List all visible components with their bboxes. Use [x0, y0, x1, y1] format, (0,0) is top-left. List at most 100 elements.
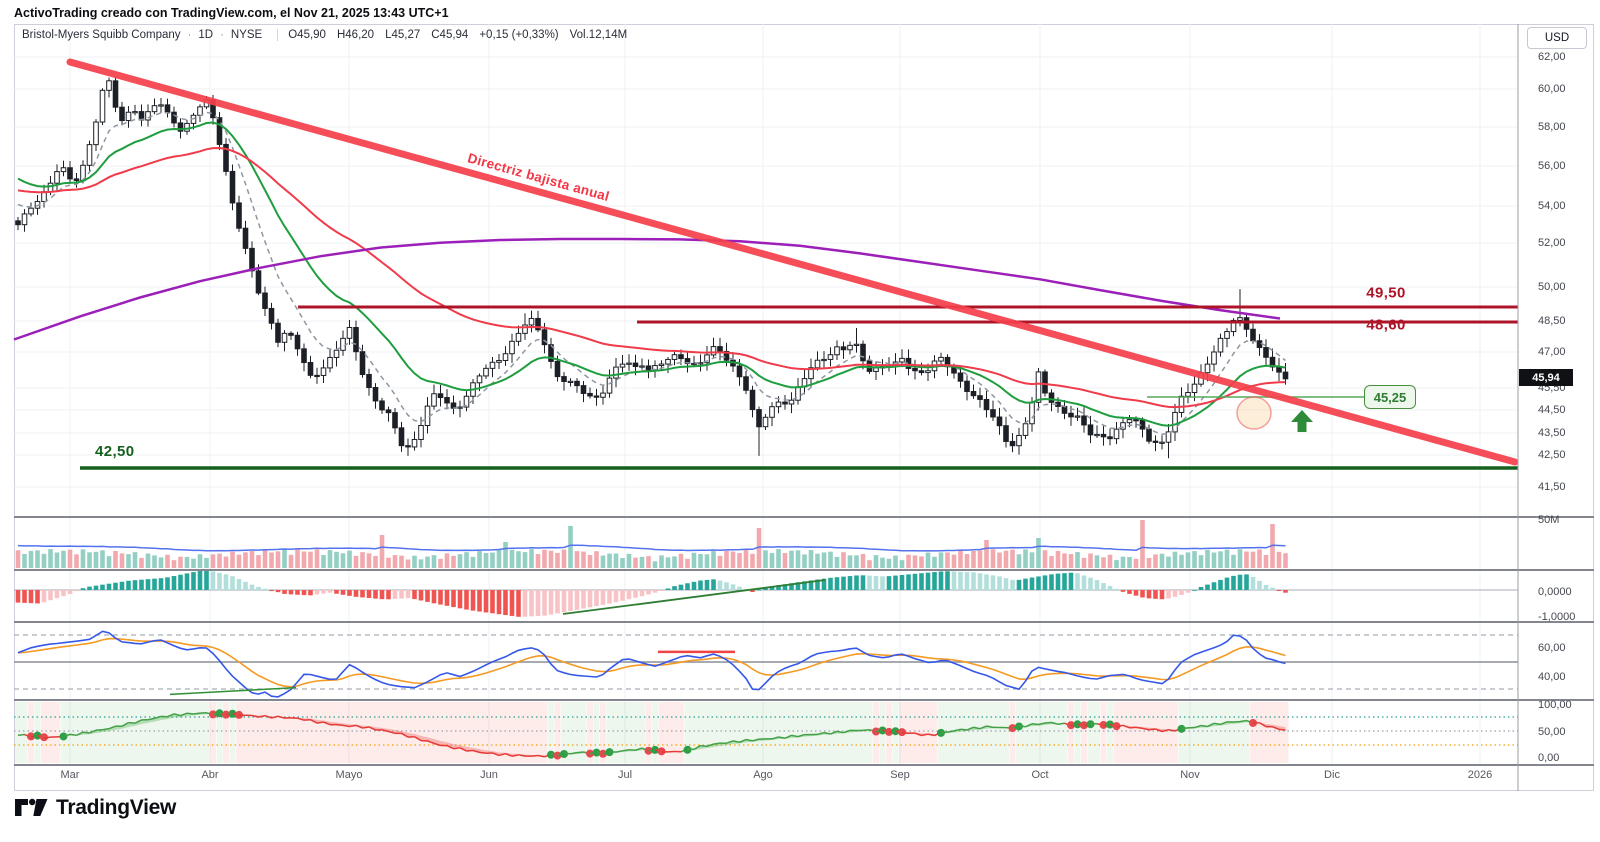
candle-body — [236, 202, 242, 229]
macd-bar — [366, 590, 372, 599]
stoch-k-line — [901, 731, 909, 734]
macd-bar — [691, 581, 697, 590]
candle-body — [242, 227, 249, 249]
candle-body — [164, 104, 171, 113]
volume-bar — [1237, 549, 1243, 568]
stoch-k-line — [310, 719, 318, 724]
volume-bar — [743, 549, 749, 568]
macd-bar — [1146, 590, 1152, 599]
resistance-49-50-label[interactable]: 49,50 — [1366, 284, 1406, 302]
candle-body — [710, 346, 717, 356]
candle-body — [548, 344, 554, 362]
macd-bar — [22, 590, 27, 603]
macd-bar — [165, 577, 170, 590]
volume-bar — [873, 555, 879, 568]
stoch-k-line — [355, 724, 363, 729]
macd-bar — [678, 584, 684, 590]
volume-bar — [1231, 554, 1236, 568]
volume-bar — [347, 550, 352, 568]
volume-bar — [1153, 554, 1158, 568]
macd-bar — [542, 590, 547, 616]
candle-body — [398, 427, 405, 447]
volume-bar — [964, 554, 970, 568]
candle-body — [1087, 424, 1094, 436]
volume-bar — [691, 552, 697, 568]
macd-bar — [54, 590, 60, 599]
candle-body — [418, 425, 424, 440]
stoch-k-line — [1142, 727, 1150, 731]
candle-body — [294, 334, 301, 350]
macd-bar — [951, 571, 957, 590]
candle-body — [457, 406, 463, 409]
volume-bar — [1094, 555, 1100, 568]
macd-bar — [600, 590, 606, 605]
stoch-k-line — [453, 747, 461, 750]
candle-body — [977, 395, 983, 400]
volume-ma-line — [17, 544, 1286, 552]
volume-bar — [646, 556, 651, 568]
volume-bar — [782, 553, 788, 568]
volume-bar — [509, 549, 515, 568]
symbol-title[interactable]: Bristol-Myers Squibb Company — [22, 29, 181, 41]
candle-body — [307, 362, 314, 376]
macd-bar — [1257, 580, 1262, 590]
macd-bar — [626, 590, 632, 600]
resistance-48-60-label[interactable]: 48,60 — [1366, 316, 1406, 334]
candle-body — [1146, 428, 1152, 442]
tradingview-logo[interactable]: TradingView — [14, 796, 176, 820]
stoch-k-line — [102, 727, 110, 731]
volume-bar — [243, 552, 248, 568]
volume-bar — [776, 549, 781, 568]
interval-label[interactable]: 1D — [198, 29, 214, 41]
support-42-50-label[interactable]: 42,50 — [95, 443, 135, 460]
ma-dashed-line — [17, 111, 1286, 435]
stoch-buy-dot — [1086, 720, 1095, 729]
candle-body — [489, 361, 496, 369]
candle-body — [606, 377, 613, 394]
stoch-k-line — [498, 752, 506, 757]
macd-bar — [301, 590, 307, 596]
volume-bar — [106, 556, 112, 568]
month-label: Mar — [60, 769, 80, 781]
stoch-bg-band — [593, 702, 600, 763]
target-45-25-label[interactable]: 45,25 — [1364, 385, 1416, 409]
macd-bar — [1133, 590, 1139, 596]
macd-bar — [41, 590, 47, 603]
candle-body — [184, 122, 190, 132]
candle-body — [1081, 415, 1087, 426]
volume-bar — [808, 550, 814, 568]
stoch-k-line — [492, 752, 500, 757]
currency-chip[interactable]: USD — [1527, 27, 1587, 49]
candle-body — [996, 416, 1003, 427]
volume-bar — [464, 552, 469, 568]
candle-body — [366, 373, 372, 389]
volume-bar — [80, 549, 86, 568]
candle-body — [67, 167, 73, 180]
macd-bar — [880, 576, 885, 590]
macd-bar — [61, 590, 66, 597]
macd-bar — [347, 590, 352, 596]
stoch-k-line — [784, 734, 792, 739]
price-tick: 62,00 — [1538, 51, 1566, 63]
volume-bar — [1062, 553, 1067, 568]
macd-bar — [1159, 590, 1165, 600]
macd-bar — [399, 590, 404, 599]
candle-body — [496, 359, 502, 363]
macd-bar — [321, 590, 326, 594]
macd-bar — [1270, 587, 1275, 590]
candle-body — [353, 327, 359, 353]
candle-body — [827, 354, 834, 360]
volume-bar — [113, 550, 118, 568]
ohlc-change: +0,15 (+0,33%) — [479, 29, 559, 41]
ma-mid-line — [17, 146, 1286, 409]
volume-bar — [217, 553, 222, 568]
stoch-k-line — [960, 728, 968, 731]
stoch-k-line — [576, 751, 584, 754]
volume-bar — [438, 558, 443, 568]
stoch-k-line — [862, 728, 870, 732]
price-tick: 50,00 — [1538, 281, 1566, 293]
macd-bar — [1114, 588, 1119, 590]
candle-body — [1282, 371, 1289, 380]
volume-bar — [1114, 560, 1119, 568]
